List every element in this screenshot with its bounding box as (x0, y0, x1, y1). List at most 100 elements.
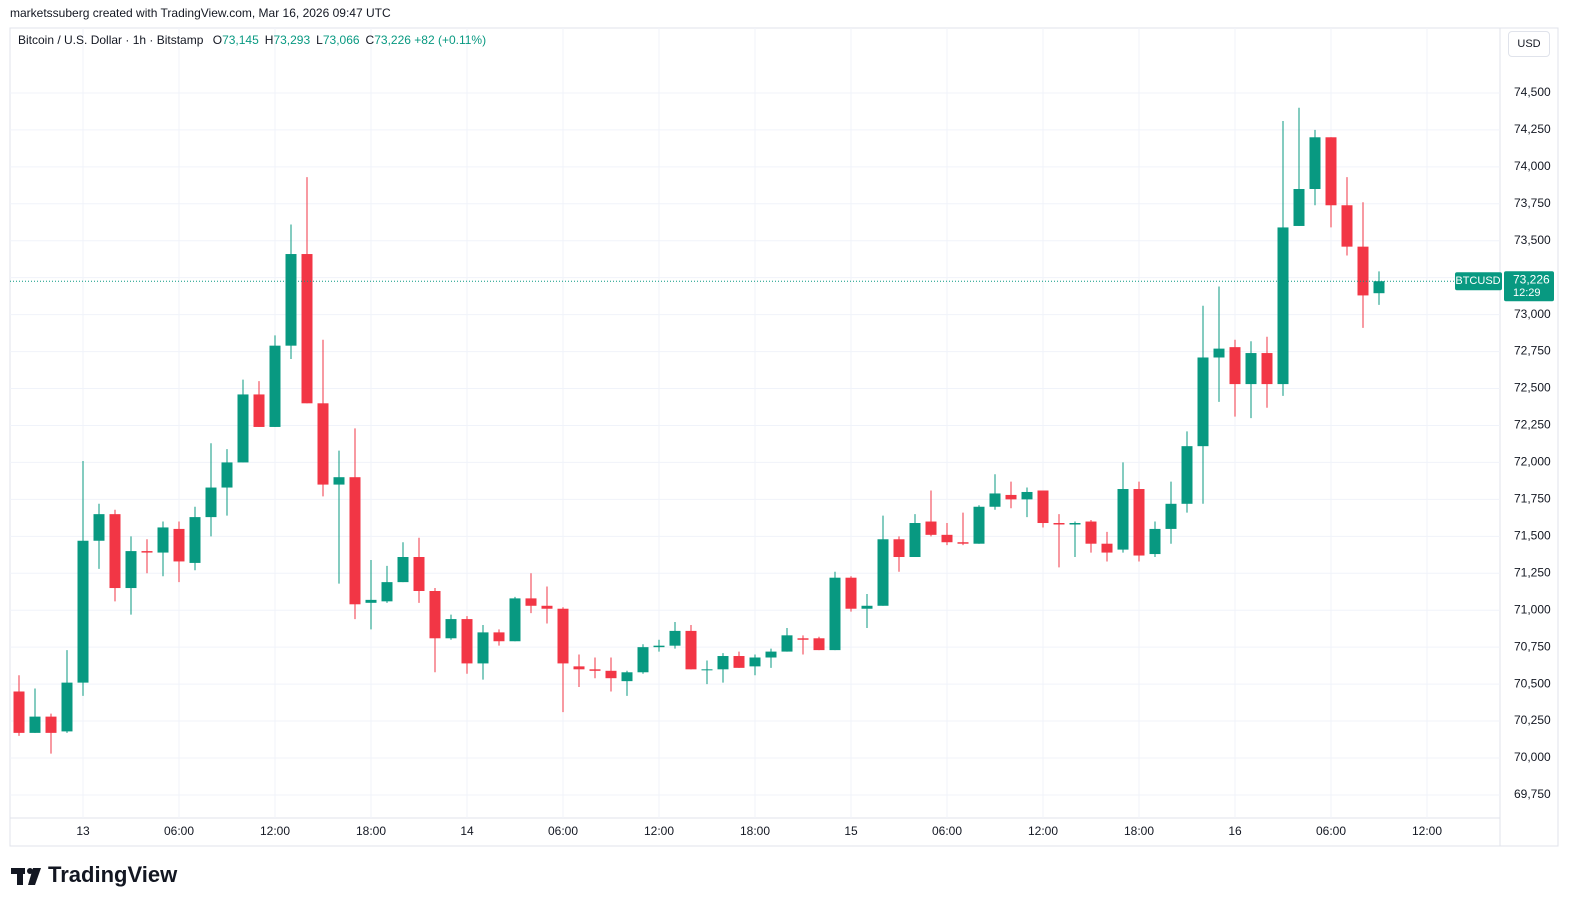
candle-body (317, 403, 329, 485)
candle-body (589, 669, 601, 671)
candle-body (413, 557, 425, 591)
candle-body (445, 619, 457, 639)
x-tick-label: 06:00 (548, 824, 578, 838)
candle-body (1181, 446, 1193, 504)
candle-body (13, 691, 25, 733)
candle-body (989, 493, 1001, 507)
candle-body (941, 534, 953, 543)
x-tick-label: 18:00 (1124, 824, 1154, 838)
x-tick-label: 18:00 (740, 824, 770, 838)
currency-button[interactable]: USD (1508, 31, 1550, 57)
candle-body (1229, 347, 1241, 385)
logo-icon (11, 868, 41, 885)
candle-body (973, 506, 985, 544)
candle-body (1325, 137, 1337, 206)
x-tick-label: 12:00 (1412, 824, 1442, 838)
candle-body (1037, 490, 1049, 524)
candle-body (1149, 528, 1161, 555)
candle-body (1245, 353, 1257, 385)
candle-body (1357, 246, 1369, 296)
legend-key: C (365, 33, 375, 47)
symbol-badge (1455, 272, 1502, 291)
legend-value: 73,226 (374, 33, 411, 47)
y-tick-label: 74,500 (1514, 85, 1551, 99)
candle-body (29, 716, 41, 733)
candle-body (1261, 353, 1273, 385)
chart-frame (9, 27, 1559, 847)
candle-body (765, 651, 777, 658)
candle-body (141, 551, 153, 553)
candle-body (541, 605, 553, 609)
legend-key: O (212, 33, 223, 47)
candle-body (1165, 503, 1177, 529)
y-tick-label: 71,000 (1514, 602, 1551, 616)
y-tick-label: 73,000 (1514, 307, 1551, 321)
x-tick-label: 06:00 (164, 824, 194, 838)
candle-body (861, 605, 873, 609)
legend-key: H (264, 33, 274, 47)
candle-body (749, 657, 761, 667)
change: +82 (+0.11%) (414, 33, 487, 47)
candle-body (1085, 521, 1097, 544)
candle-body (557, 608, 569, 664)
candle-body (877, 539, 889, 606)
candle-body (333, 477, 345, 485)
candle-body (637, 647, 649, 673)
countdown-label: 12:29 (1513, 287, 1541, 299)
candle-body (301, 254, 313, 404)
y-tick-label: 72,750 (1514, 344, 1551, 358)
y-tick-label: 70,500 (1514, 676, 1551, 690)
legend-value: 73,066 (322, 33, 360, 47)
candle-body (669, 630, 681, 646)
candle-body (205, 487, 217, 518)
ohlc-legend: O73,145 H73,293 L73,066 C73,226 (207, 33, 415, 47)
candle-body (621, 672, 633, 682)
candle-body (269, 345, 281, 427)
candle-body (797, 638, 809, 640)
x-tick-label: 12:00 (1028, 824, 1058, 838)
legend-value: 73,145 (222, 33, 259, 47)
x-tick-label: 15 (844, 824, 858, 838)
candle-body (381, 582, 393, 602)
candle-body (189, 517, 201, 563)
y-tick-label: 74,000 (1514, 159, 1551, 173)
x-tick-label: 12:00 (644, 824, 674, 838)
candle-body (1341, 205, 1353, 247)
candle-body (925, 521, 937, 535)
candle-body (1069, 523, 1081, 525)
symbol-label: BTCUSD (1455, 275, 1500, 287)
candle-body (1197, 357, 1209, 447)
candle-body (1293, 189, 1305, 226)
x-tick-label: 14 (460, 824, 474, 838)
y-tick-label: 70,250 (1514, 713, 1551, 727)
candle-body (349, 477, 361, 605)
candle-body (573, 666, 585, 670)
candle-body (893, 539, 905, 558)
candle-body (909, 523, 921, 558)
candle-body (365, 599, 377, 603)
candle-body (1021, 491, 1033, 500)
y-tick-label: 73,750 (1514, 196, 1551, 210)
candle-body (605, 670, 617, 679)
candle-body (429, 590, 441, 639)
candle-body (77, 540, 89, 683)
y-tick-label: 71,750 (1514, 492, 1551, 506)
y-tick-label: 70,750 (1514, 639, 1551, 653)
candle-body (221, 462, 233, 488)
candle-body (173, 528, 185, 562)
candle-body (1005, 494, 1017, 500)
x-tick-label: 06:00 (1316, 824, 1346, 838)
y-tick-label: 74,250 (1514, 122, 1551, 136)
candle-body (509, 598, 521, 642)
y-tick-label: 71,500 (1514, 528, 1551, 542)
candle-body (493, 632, 505, 642)
x-tick-label: 13 (76, 824, 90, 838)
candle-body (829, 577, 841, 651)
candle-body (653, 645, 665, 648)
price-badge (1504, 271, 1554, 302)
y-tick-label: 71,250 (1514, 565, 1551, 579)
legend-value: 73,293 (273, 33, 311, 47)
candle-body (461, 619, 473, 664)
candle-body (157, 527, 169, 553)
